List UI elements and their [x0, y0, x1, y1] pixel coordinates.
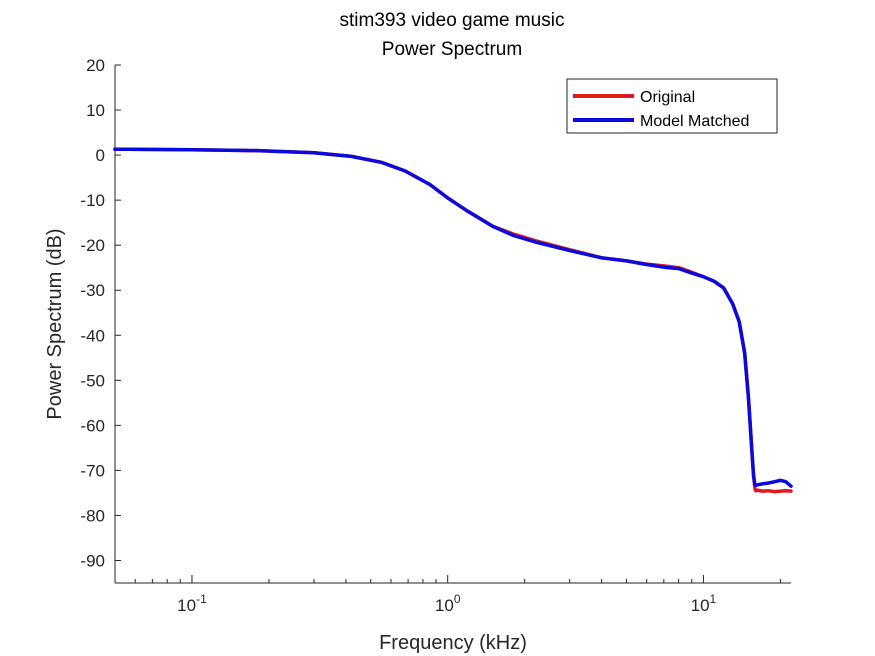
x-ticks: 10-1 100 101 [114, 575, 781, 615]
legend-label-model-matched: Model Matched [640, 113, 749, 130]
y-tick-label: 10 [86, 101, 105, 120]
chart-title: stim393 video game music [340, 10, 565, 31]
series-lines [113, 147, 793, 494]
chart-subtitle: Power Spectrum [382, 39, 522, 60]
y-tick-label: -20 [80, 236, 105, 255]
y-tick-label: -80 [80, 506, 105, 525]
legend-box [566, 78, 778, 134]
y-tick-label: -10 [80, 191, 105, 210]
legend-label-original: Original [640, 89, 695, 106]
y-tick-label: -50 [80, 371, 105, 390]
x-tick-label: 100 [435, 592, 461, 615]
y-tick-label: -70 [80, 461, 105, 480]
y-tick-label: 20 [86, 56, 105, 75]
y-ticks: 20 10 0 -10 -20 -30 -40 -50 -60 -70 -80 -90 [80, 56, 121, 570]
y-tick-label: -90 [80, 551, 105, 570]
y-tick-label: -30 [80, 281, 105, 300]
series-line-model-matched [113, 147, 793, 488]
legend: Original Model Matched [566, 78, 778, 134]
x-tick-label: 10-1 [177, 592, 207, 615]
x-tick-label: 101 [691, 592, 717, 615]
y-tick-label: -60 [80, 416, 105, 435]
y-tick-label: 0 [96, 146, 105, 165]
x-axis-label: Frequency (kHz) [379, 632, 527, 654]
y-axis-label: Power Spectrum (dB) [44, 228, 66, 419]
y-tick-label: -40 [80, 326, 105, 345]
plot-area [114, 65, 791, 584]
